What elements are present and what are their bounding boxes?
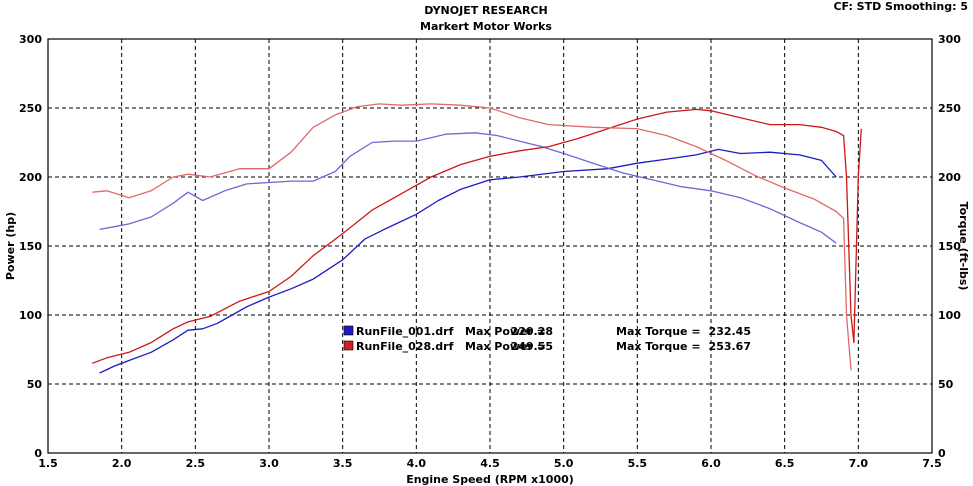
x-tick-labels: 1.5 2.0 2.5 3.0 3.5 4.0 4.5 5.0 5.5 6.0 6.5 7.0 7.5 <box>38 457 942 470</box>
x-tick-label: 6.5 <box>775 457 795 470</box>
left-y-tick-label: 200 <box>19 171 42 184</box>
legend-torque-label-run2: Max Torque = <box>616 340 701 353</box>
legend-file-run1: RunFile_001.drf <box>356 325 454 338</box>
legend-torque-run1: 232.45 <box>709 325 751 338</box>
series-torque-run2 <box>92 103 852 371</box>
left-y-tick-label: 150 <box>19 240 42 253</box>
left-y-tick-label: 0 <box>34 447 42 460</box>
legend-power-label-run1: Max Power = <box>465 325 546 338</box>
right-y-tick-label: 250 <box>938 102 961 115</box>
series-torque-run1 <box>99 132 837 244</box>
x-tick-label: 5.5 <box>628 457 648 470</box>
right-y-tick-labels: 0 50 100 150 200 250 300 <box>938 33 961 460</box>
left-y-axis-label: Power (hp) <box>4 212 17 280</box>
left-y-tick-label: 250 <box>19 102 42 115</box>
legend-power-label-run2: Max Power = <box>465 340 546 353</box>
x-tick-label: 3.5 <box>333 457 353 470</box>
right-y-tick-label: 150 <box>938 240 961 253</box>
series-power-run2 <box>91 108 862 364</box>
chart-subtitle: Markert Motor Works <box>420 20 552 33</box>
right-y-axis-label: Torque (ft-lbs) <box>957 202 970 291</box>
x-tick-label: 4.5 <box>480 457 500 470</box>
legend-file-run2: RunFile_028.drf <box>356 340 454 353</box>
grid <box>48 39 932 453</box>
legend-torque-label-run1: Max Torque = <box>616 325 701 338</box>
x-tick-label: 6.0 <box>701 457 721 470</box>
left-y-tick-label: 100 <box>19 309 42 322</box>
legend-swatch-run2 <box>343 340 354 351</box>
x-tick-label: 7.0 <box>849 457 869 470</box>
series-power-run1 <box>99 148 837 374</box>
x-tick-label: 1.5 <box>38 457 58 470</box>
right-y-tick-label: 200 <box>938 171 961 184</box>
legend-swatch-run1 <box>343 325 354 336</box>
legend: RunFile_001.drf Max Power = 220.28 Max T… <box>343 325 751 353</box>
legend-power-run2: 249.55 <box>511 340 553 353</box>
legend-torque-run2: 253.67 <box>709 340 751 353</box>
chart-title: DYNOJET RESEARCH <box>424 4 547 17</box>
left-y-tick-label: 300 <box>19 33 42 46</box>
left-y-tick-labels: 0 50 100 150 200 250 300 <box>19 33 42 460</box>
left-y-tick-label: 50 <box>27 378 43 391</box>
settings-readout: CF: STD Smoothing: 5 <box>833 0 968 13</box>
series-lines <box>91 103 862 374</box>
x-tick-label: 4.0 <box>407 457 427 470</box>
x-tick-label: 5.0 <box>554 457 574 470</box>
x-tick-label: 2.0 <box>112 457 132 470</box>
right-y-tick-label: 50 <box>938 378 954 391</box>
right-y-tick-label: 100 <box>938 309 961 322</box>
x-tick-label: 2.5 <box>186 457 206 470</box>
right-y-tick-label: 0 <box>938 447 946 460</box>
x-axis-label: Engine Speed (RPM x1000) <box>406 473 574 486</box>
x-tick-label: 7.5 <box>922 457 942 470</box>
legend-power-run1: 220.28 <box>511 325 553 338</box>
right-y-tick-label: 300 <box>938 33 961 46</box>
x-tick-label: 3.0 <box>259 457 279 470</box>
